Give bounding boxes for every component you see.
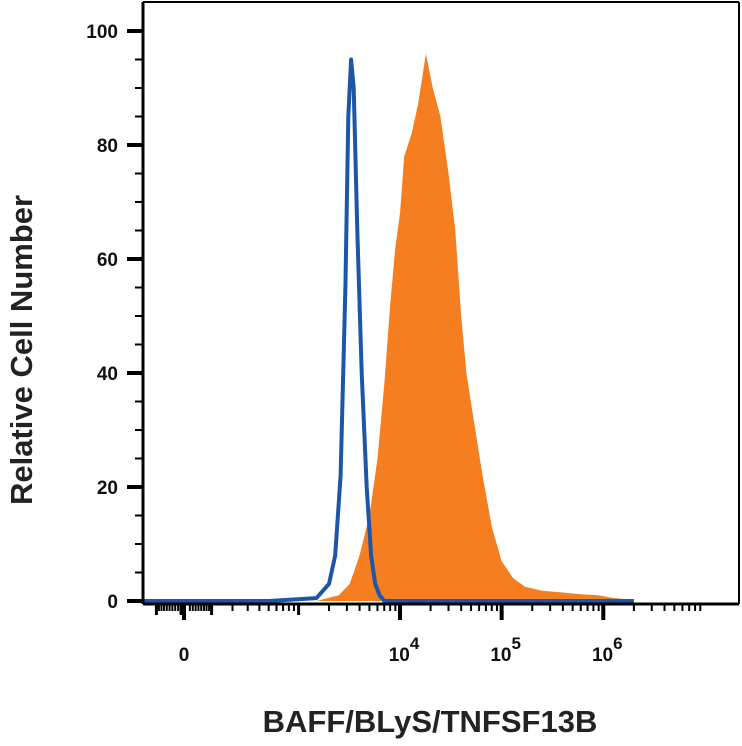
y-tick-label: 0 [107, 592, 118, 613]
x-tick-label: 0 [179, 645, 190, 666]
x-axis-title: BAFF/BLyS/TNFSF13B [263, 704, 598, 739]
x-tick-label: 104 [389, 634, 420, 666]
series-layer [143, 53, 634, 603]
y-tick-label: 60 [97, 250, 118, 271]
x-tick-label: 106 [592, 634, 623, 666]
y-tick-label: 40 [97, 364, 118, 385]
x-tick-label: 105 [490, 634, 521, 666]
plot-frame [143, 1, 740, 604]
outline-histogram [143, 57, 634, 603]
y-axis: 0 20 40 60 80 100 [86, 2, 145, 613]
x-axis: 0 104 105 106 [143, 602, 739, 666]
y-tick-label: 80 [97, 136, 118, 157]
y-axis-title: Relative Cell Number [4, 195, 39, 505]
filled-histogram [316, 53, 634, 602]
y-tick-label: 20 [97, 478, 118, 499]
y-tick-label: 100 [86, 22, 118, 43]
